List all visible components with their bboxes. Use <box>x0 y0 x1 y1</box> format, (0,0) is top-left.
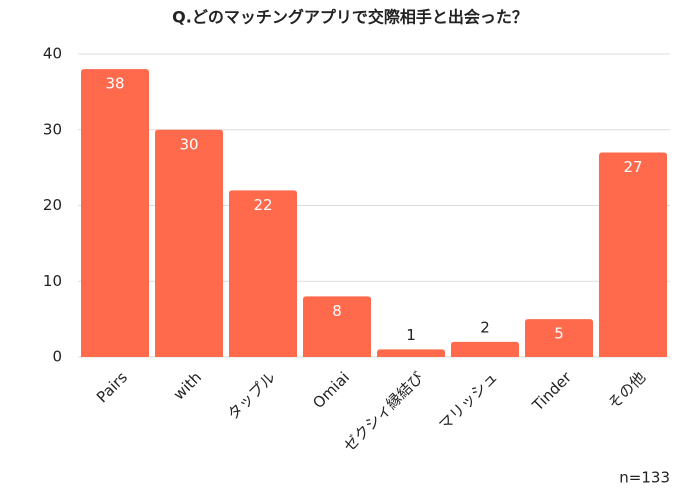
bar <box>451 341 519 357</box>
y-tick-label: 30 <box>43 120 62 138</box>
bar <box>599 152 667 357</box>
y-tick-label: 20 <box>43 196 62 214</box>
annotation: n=133 <box>619 469 670 487</box>
value-label: 27 <box>623 158 642 176</box>
x-tick-label: with <box>170 368 205 403</box>
bar <box>81 69 149 358</box>
x-tick-label: タップル <box>224 368 279 423</box>
x-tick-label: Tinder <box>528 368 575 415</box>
value-label: 22 <box>253 196 272 214</box>
chart-title: Q.どのマッチングアプリで交際相手と出会った？ <box>172 8 528 27</box>
x-tick-label: ゼクシィ縁結び <box>340 368 427 455</box>
y-tick-label: 0 <box>52 348 62 366</box>
x-tick-label: その他 <box>604 368 649 413</box>
value-label: 5 <box>554 325 564 343</box>
value-label: 2 <box>480 318 490 336</box>
value-label: 8 <box>332 302 342 320</box>
x-tick-label: Pairs <box>93 368 131 406</box>
x-tick-label: マリッシュ <box>435 368 501 434</box>
bar <box>303 296 371 357</box>
bar <box>155 129 223 357</box>
bar <box>377 349 445 357</box>
bar <box>229 190 297 357</box>
value-label: 1 <box>406 326 416 344</box>
value-label: 30 <box>179 135 198 153</box>
value-label: 38 <box>105 75 124 93</box>
bar <box>525 319 593 357</box>
x-tick-label: Omiai <box>309 368 353 412</box>
y-tick-label: 40 <box>43 45 62 63</box>
y-tick-label: 10 <box>43 272 62 290</box>
